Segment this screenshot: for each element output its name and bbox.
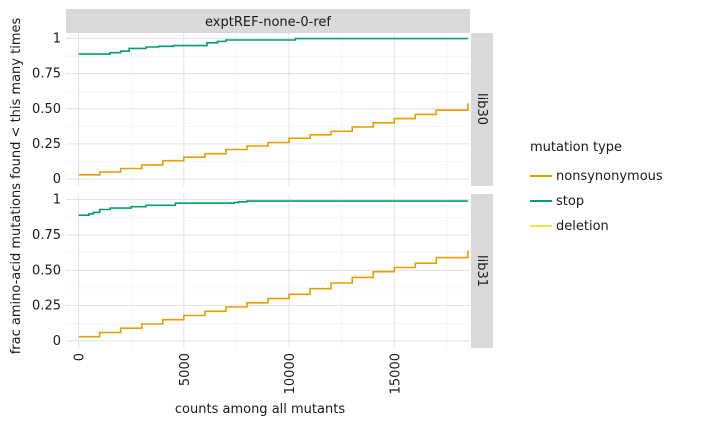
y-tick-label: 1 [53,193,61,208]
x-tick-label: 10000 [283,353,298,394]
y-tick-label: 1 [53,32,61,47]
facet-strip-lib31 [471,194,493,348]
y-tick-label: 0.75 [32,67,61,82]
x-axis-title: counts among all mutants [175,402,345,417]
legend-label-nonsynonymous: nonsynonymous [556,169,663,184]
facet-label-lib31: lib31 [474,255,489,287]
y-tick-label: 0.75 [32,228,61,243]
series-line-stop-lib31 [78,200,468,216]
legend: mutation type nonsynonymous stop deletio… [530,140,663,234]
legend-title: mutation type [530,140,622,155]
series-line-stop-lib30 [78,37,468,55]
panel-background [66,194,470,348]
x-tick-label: 0 [73,353,88,361]
series-line-nonsynonymous-lib30 [78,103,469,176]
y-tick-label: 0 [53,172,61,187]
y-tick-label: 0.25 [32,299,61,314]
x-tick-labels: 0 5000 10000 15000 [73,353,404,394]
y-tick-label: 0 [53,334,61,349]
legend-label-deletion: deletion [556,219,609,234]
y-tick-labels: 0 0.25 0.50 0.75 1 0 0.25 0.50 0.75 1 [32,32,61,349]
x-tick-label: 15000 [388,353,403,394]
facet-strip-top [66,9,470,33]
y-tick-label: 0.50 [32,263,61,278]
facet-label-lib30: lib30 [474,93,489,125]
x-tick-label: 5000 [178,353,193,386]
series-line-nonsynonymous-lib31 [78,250,469,338]
grid [66,194,470,348]
legend-label-stop: stop [556,194,584,209]
panel-background [66,33,470,186]
y-tick-label: 0.25 [32,137,61,152]
y-tick-label: 0.50 [32,102,61,117]
plot-panels [66,33,470,348]
panel-lib31 [66,194,470,348]
facet-title: exptREF-none-0-ref [205,15,331,30]
panel-lib30 [66,33,470,186]
grid [66,33,470,186]
y-axis-title: frac amino-acid mutations found < this m… [9,18,24,355]
facet-strip-lib30 [471,33,493,186]
